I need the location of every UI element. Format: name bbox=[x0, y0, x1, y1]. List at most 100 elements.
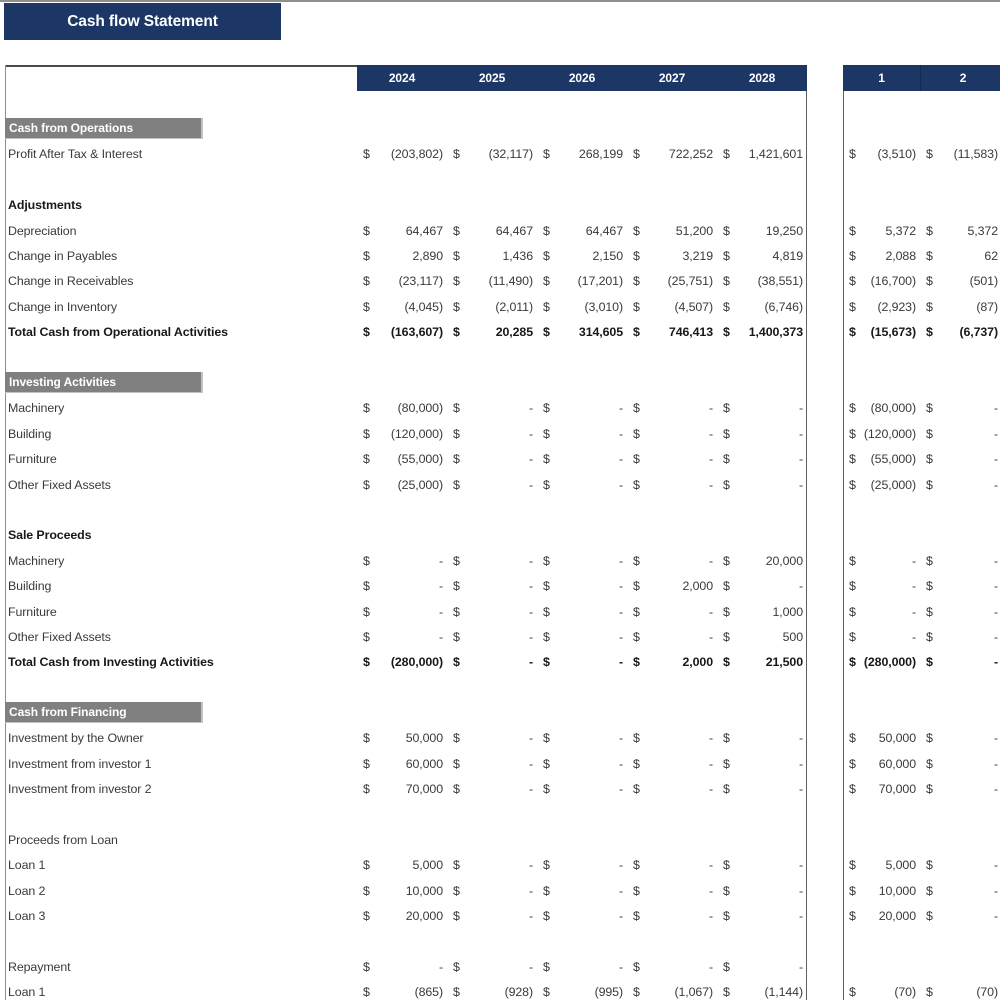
year-cell: $ (120,000) bbox=[357, 421, 447, 446]
section-header: Cash from Operations bbox=[5, 118, 203, 140]
currency-symbol: $ bbox=[723, 909, 730, 924]
cell-value: - bbox=[708, 883, 713, 898]
period-cell: $70,000 bbox=[843, 777, 920, 802]
cell-value: (55,000) bbox=[870, 452, 916, 467]
currency-symbol: $ bbox=[543, 655, 550, 670]
currency-symbol: $ bbox=[849, 223, 856, 238]
year-cell: $ - bbox=[537, 446, 627, 471]
table-row: Furniture $ (55,000) $ - $ - $ - $ - $ (55,000) $ - bbox=[0, 446, 1000, 471]
cell-value: (38,551) bbox=[757, 274, 803, 289]
cell-value: 5,000 bbox=[412, 858, 443, 873]
currency-symbol: $ bbox=[926, 883, 933, 898]
period-cell: $ (2,923) bbox=[843, 294, 920, 319]
year-cell: $ - bbox=[537, 421, 627, 446]
cell-value: 2,000 bbox=[682, 655, 713, 670]
currency-symbol: $ bbox=[363, 274, 370, 289]
year-cell: $10,000 bbox=[357, 878, 447, 903]
year-cell: $ - bbox=[447, 650, 537, 675]
currency-symbol: $ bbox=[849, 909, 856, 924]
cell-value: - bbox=[708, 731, 713, 746]
cell-value: 2,890 bbox=[412, 249, 443, 264]
currency-symbol: $ bbox=[849, 426, 856, 441]
table-row: Loan 1 $ (865) $ (928) $ (995) $ (1,067) $ (1,144)… bbox=[0, 980, 1000, 1005]
table-row: Investing Activities bbox=[0, 370, 1000, 395]
row-label: Loan 2 bbox=[8, 883, 46, 898]
currency-symbol: $ bbox=[926, 452, 933, 467]
table-row bbox=[0, 345, 1000, 370]
year-cell: $ - bbox=[447, 396, 537, 421]
cell-value: - bbox=[528, 655, 533, 670]
row-label: Change in Receivables bbox=[8, 274, 134, 289]
table-row: Machinery $ (80,000) $ - $ - $ - $ - $ (80,000) $ - bbox=[0, 396, 1000, 421]
year-cell: $64,467 bbox=[537, 218, 627, 243]
table-row: Furniture $ - $ - $ - $ - $1,000 $ - $ - bbox=[0, 599, 1000, 624]
cell-value: - bbox=[798, 782, 803, 797]
currency-symbol: $ bbox=[543, 909, 550, 924]
period-cell: $ - bbox=[920, 904, 1000, 929]
period-cell: $ (80,000) bbox=[843, 396, 920, 421]
period-cell: $50,000 bbox=[843, 726, 920, 751]
year-cell: $64,467 bbox=[357, 218, 447, 243]
currency-symbol: $ bbox=[723, 249, 730, 264]
cell-value: (15,673) bbox=[870, 325, 916, 340]
currency-symbol: $ bbox=[363, 452, 370, 467]
currency-symbol: $ bbox=[723, 299, 730, 314]
cell-value: - bbox=[993, 579, 998, 594]
currency-symbol: $ bbox=[926, 426, 933, 441]
currency-symbol: $ bbox=[926, 629, 933, 644]
currency-symbol: $ bbox=[363, 655, 370, 670]
currency-symbol: $ bbox=[633, 959, 640, 974]
year-cell: $ - bbox=[447, 726, 537, 751]
year-cell: $ - bbox=[627, 396, 717, 421]
period-cell: $ (6,737) bbox=[920, 320, 1000, 345]
year-cell: $70,000 bbox=[357, 777, 447, 802]
cell-value: 50,000 bbox=[405, 731, 443, 746]
year-cell: $ - bbox=[537, 548, 627, 573]
cell-value: 5,372 bbox=[885, 223, 916, 238]
year-cell: $ (6,746) bbox=[717, 294, 807, 319]
cell-value: (17,201) bbox=[577, 274, 623, 289]
right-panel-left-border bbox=[843, 65, 844, 1000]
cell-value: 1,421,601 bbox=[748, 147, 803, 162]
currency-symbol: $ bbox=[633, 249, 640, 264]
period-cell: $ (70) bbox=[843, 980, 920, 1005]
cell-value: 3,219 bbox=[682, 249, 713, 264]
table-row: Cash from Operations bbox=[0, 116, 1000, 141]
cell-value: 10,000 bbox=[405, 883, 443, 898]
cell-value: 60,000 bbox=[878, 756, 916, 771]
cell-value: (55,000) bbox=[397, 452, 443, 467]
cell-value: - bbox=[708, 782, 713, 797]
currency-symbol: $ bbox=[453, 909, 460, 924]
currency-symbol: $ bbox=[543, 731, 550, 746]
year-cell: $ - bbox=[537, 878, 627, 903]
currency-symbol: $ bbox=[453, 553, 460, 568]
cell-value: - bbox=[708, 858, 713, 873]
year-column-header: 2026 bbox=[568, 71, 596, 85]
currency-symbol: $ bbox=[926, 858, 933, 873]
currency-symbol: $ bbox=[723, 858, 730, 873]
currency-symbol: $ bbox=[849, 477, 856, 492]
cell-value: - bbox=[911, 579, 916, 594]
cell-value: - bbox=[438, 579, 443, 594]
table-row: Repayment $ - $ - $ - $ - $ - bbox=[0, 954, 1000, 979]
row-label: Loan 1 bbox=[8, 985, 46, 1000]
cell-value: - bbox=[528, 553, 533, 568]
period-cell: $ - bbox=[920, 573, 1000, 598]
cell-value: 722,252 bbox=[668, 147, 713, 162]
cell-value: - bbox=[708, 401, 713, 416]
cell-value: - bbox=[528, 883, 533, 898]
currency-symbol: $ bbox=[633, 756, 640, 771]
currency-symbol: $ bbox=[543, 426, 550, 441]
cell-value: - bbox=[618, 604, 623, 619]
currency-symbol: $ bbox=[926, 604, 933, 619]
row-label: Investment from investor 1 bbox=[8, 756, 152, 771]
year-cell: $21,500 bbox=[717, 650, 807, 675]
year-cell: $64,467 bbox=[447, 218, 537, 243]
cell-value: - bbox=[618, 477, 623, 492]
cell-value: - bbox=[528, 959, 533, 974]
period-cell: $62 bbox=[920, 243, 1000, 268]
currency-symbol: $ bbox=[926, 401, 933, 416]
row-label: Building bbox=[8, 579, 52, 594]
currency-symbol: $ bbox=[723, 401, 730, 416]
currency-symbol: $ bbox=[363, 629, 370, 644]
